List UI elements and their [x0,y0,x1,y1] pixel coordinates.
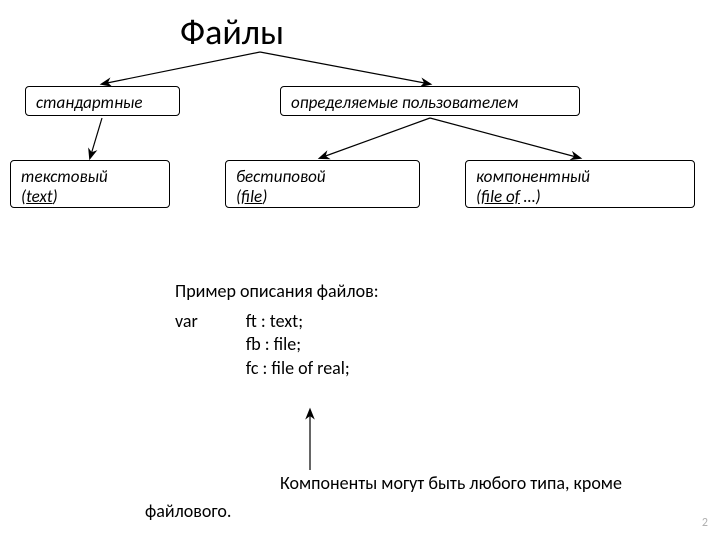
page-number: 2 [702,516,708,530]
example-line-2: fc : file of real; [246,357,350,379]
note-line2: файлового. [145,500,231,523]
node-standard: стандартные [25,86,180,116]
arrows-layer [0,0,720,540]
node-component-main: компонентный [476,166,590,187]
node-untyped-pclose: ) [262,186,267,207]
note-line1: Компоненты могут быть любого типа, кроме [280,472,622,495]
node-textfile-pclose: ) [53,186,58,207]
node-userdef: определяемые пользователем [280,86,580,116]
node-textfile: текстовый (text) [10,160,170,208]
example-heading: Пример описания файлов: [175,280,379,303]
node-component-tail: …) [520,186,541,207]
node-textfile-type: text [26,186,52,207]
node-textfile-main: текстовый [21,166,108,187]
example-line-1: fb : file; [246,333,301,355]
example-var-kw: var [175,310,198,332]
page-title: Файлы [180,10,284,54]
node-untyped-main: бестиповой [236,166,326,187]
node-userdef-label: определяемые пользователем [291,92,518,113]
node-component-type: file of [481,186,520,207]
node-untyped-type: file [241,186,262,207]
example-line-0: ft : text; [246,310,303,332]
node-untyped: бестиповой (file) [225,160,420,208]
node-standard-label: стандартные [36,92,142,113]
node-component: компонентный (file of …) [465,160,695,208]
example-code: varft : text; varfb : file; varfc : file… [175,310,350,380]
